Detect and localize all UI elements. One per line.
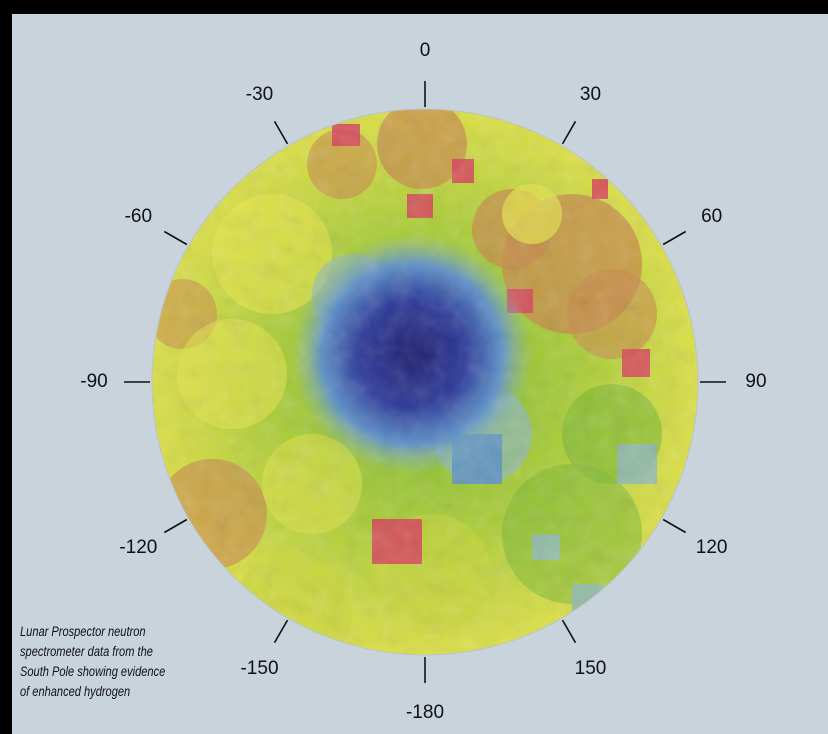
longitude-tick [273, 619, 289, 644]
longitude-label: -180 [405, 702, 445, 723]
figure-panel: 0 30 60 90 120 150 -180 -150 -120 -90 -60 -30 Lunar… [12, 14, 828, 734]
longitude-tick [561, 619, 577, 644]
longitude-label: 30 [579, 84, 602, 106]
longitude-tick [561, 120, 577, 145]
longitude-label: 150 [574, 657, 607, 679]
longitude-label: -60 [124, 205, 153, 227]
longitude-label: 0 [419, 40, 431, 61]
polar-hydrogen-map [124, 81, 726, 683]
longitude-tick [163, 230, 188, 246]
longitude-tick [163, 518, 188, 534]
longitude-label: -150 [240, 657, 279, 679]
longitude-label: -30 [245, 84, 274, 106]
longitude-tick [662, 230, 687, 246]
longitude-label: 120 [695, 536, 728, 558]
caption-line: Lunar Prospector neutron [20, 624, 146, 639]
longitude-label: -120 [119, 536, 158, 558]
caption-line: South Pole showing evidence [20, 664, 166, 679]
caption-line: of enhanced hydrogen [20, 684, 131, 699]
figure-caption: Lunar Prospector neutron spectrometer da… [20, 622, 200, 702]
longitude-label: 60 [701, 205, 723, 227]
caption-line: spectrometer data from the [20, 644, 153, 659]
longitude-label: 90 [745, 371, 767, 392]
longitude-tick [273, 120, 289, 145]
longitude-ticks [124, 81, 726, 683]
longitude-tick [662, 518, 687, 534]
longitude-label: -90 [80, 371, 108, 392]
